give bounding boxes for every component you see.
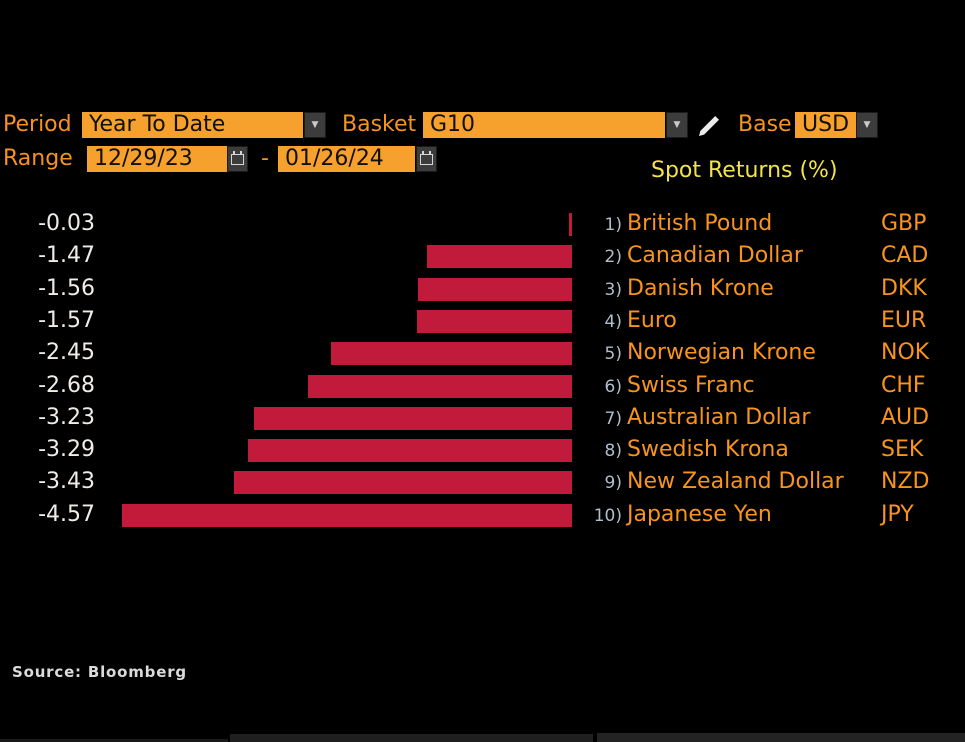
source-text: Source: Bloomberg bbox=[12, 663, 187, 681]
currency-name: New Zealand Dollar bbox=[627, 469, 844, 494]
bar-value-label: -1.57 bbox=[38, 308, 95, 333]
chart-row: -3.29 8) Swedish Krona SEK bbox=[0, 435, 965, 467]
range-start-calendar-button[interactable] bbox=[227, 146, 248, 172]
currency-code: DKK bbox=[881, 276, 927, 301]
base-label: Base bbox=[738, 112, 792, 137]
row-rank: 8) bbox=[604, 441, 622, 461]
currency-code: CAD bbox=[881, 243, 929, 268]
currency-code: AUD bbox=[881, 405, 930, 430]
chevron-down-icon: ▼ bbox=[863, 120, 871, 130]
chart-row: -1.47 2) Canadian Dollar CAD bbox=[0, 241, 965, 273]
row-rank: 3) bbox=[604, 280, 622, 300]
chart-row: -3.23 7) Australian Dollar AUD bbox=[0, 403, 965, 435]
range-end-calendar-button[interactable] bbox=[416, 146, 437, 172]
chart-row: -3.43 9) New Zealand Dollar NZD bbox=[0, 467, 965, 499]
currency-name: Swiss Franc bbox=[627, 373, 755, 398]
bar-value-label: -1.47 bbox=[38, 243, 95, 268]
bar bbox=[418, 278, 572, 301]
bar bbox=[417, 310, 572, 333]
period-select[interactable]: Year To Date bbox=[82, 112, 303, 138]
bar-value-label: -3.43 bbox=[38, 469, 95, 494]
currency-code: SEK bbox=[881, 437, 924, 462]
period-label: Period bbox=[3, 112, 72, 137]
chart-title: Spot Returns (%) bbox=[651, 158, 838, 183]
bottom-edge-right bbox=[597, 733, 965, 742]
chart-row: -0.03 1) British Pound GBP bbox=[0, 209, 965, 241]
row-rank: 1) bbox=[604, 215, 622, 235]
currency-code: NOK bbox=[881, 340, 930, 365]
row-rank: 5) bbox=[604, 344, 622, 364]
currency-name: Japanese Yen bbox=[627, 502, 772, 527]
chevron-down-icon: ▼ bbox=[673, 120, 681, 130]
range-end-input[interactable]: 01/26/24 bbox=[278, 146, 415, 172]
bottom-edge-left bbox=[0, 739, 228, 742]
bar bbox=[308, 375, 572, 398]
row-rank: 10) bbox=[593, 506, 622, 526]
basket-dropdown-button[interactable]: ▼ bbox=[666, 112, 688, 138]
calendar-icon bbox=[231, 150, 244, 165]
row-rank: 7) bbox=[604, 409, 622, 429]
period-dropdown-button[interactable]: ▼ bbox=[304, 112, 326, 138]
bar-value-label: -3.23 bbox=[38, 405, 95, 430]
row-rank: 6) bbox=[604, 377, 622, 397]
bar bbox=[427, 245, 572, 268]
currency-name: Euro bbox=[627, 308, 677, 333]
currency-name: Norwegian Krone bbox=[627, 340, 816, 365]
base-dropdown-button[interactable]: ▼ bbox=[856, 112, 878, 138]
bar-value-label: -1.56 bbox=[38, 276, 95, 301]
chart-row: -4.57 10) Japanese Yen JPY bbox=[0, 500, 965, 532]
chart-row: -2.45 5) Norwegian Krone NOK bbox=[0, 338, 965, 370]
bottom-edge-middle bbox=[230, 734, 593, 742]
chart-row: -1.57 4) Euro EUR bbox=[0, 306, 965, 338]
currency-name: Australian Dollar bbox=[627, 405, 811, 430]
range-start-input[interactable]: 12/29/23 bbox=[87, 146, 227, 172]
currency-code: CHF bbox=[881, 373, 926, 398]
basket-label: Basket bbox=[342, 112, 417, 137]
bar bbox=[234, 471, 572, 494]
row-rank: 9) bbox=[604, 473, 622, 493]
bar-value-label: -4.57 bbox=[38, 502, 95, 527]
currency-name: Danish Krone bbox=[627, 276, 774, 301]
range-separator: - bbox=[261, 146, 269, 171]
bar-value-label: -2.68 bbox=[38, 373, 95, 398]
chevron-down-icon: ▼ bbox=[311, 120, 319, 130]
bar bbox=[254, 407, 572, 430]
bar-value-label: -2.45 bbox=[38, 340, 95, 365]
row-rank: 2) bbox=[604, 247, 622, 267]
bar-value-label: -3.29 bbox=[38, 437, 95, 462]
currency-code: GBP bbox=[881, 211, 927, 236]
calendar-icon bbox=[420, 150, 433, 165]
bar-value-label: -0.03 bbox=[38, 211, 95, 236]
bar bbox=[248, 439, 572, 462]
base-select[interactable]: USD bbox=[795, 112, 857, 138]
range-label: Range bbox=[3, 146, 73, 171]
edit-basket-button[interactable] bbox=[695, 110, 725, 140]
currency-code: JPY bbox=[881, 502, 914, 527]
bar bbox=[331, 342, 572, 365]
bar bbox=[569, 213, 572, 236]
currency-code: EUR bbox=[881, 308, 927, 333]
bar bbox=[122, 504, 572, 527]
chart-row: -2.68 6) Swiss Franc CHF bbox=[0, 371, 965, 403]
currency-name: Swedish Krona bbox=[627, 437, 789, 462]
currency-code: NZD bbox=[881, 469, 930, 494]
chart-row: -1.56 3) Danish Krone DKK bbox=[0, 274, 965, 306]
basket-select[interactable]: G10 bbox=[423, 112, 665, 138]
row-rank: 4) bbox=[604, 312, 622, 332]
pencil-icon bbox=[699, 116, 719, 136]
currency-name: Canadian Dollar bbox=[627, 243, 803, 268]
currency-name: British Pound bbox=[627, 211, 773, 236]
